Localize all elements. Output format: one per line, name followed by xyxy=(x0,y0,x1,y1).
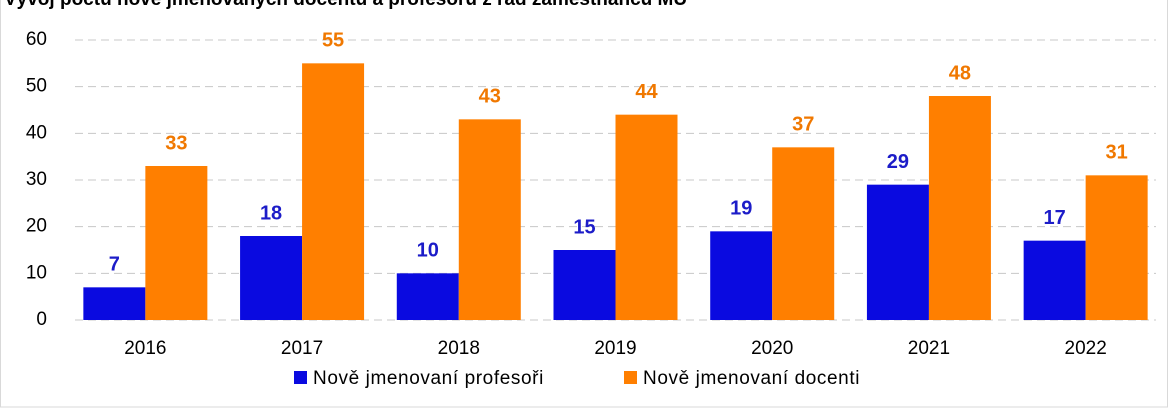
bar xyxy=(1085,175,1148,320)
value-label: 44 xyxy=(635,81,658,103)
bar xyxy=(458,119,521,320)
legend-swatch xyxy=(294,371,307,384)
value-label: 18 xyxy=(260,202,282,224)
x-tick-label: 2016 xyxy=(124,338,166,359)
value-label: 15 xyxy=(573,216,595,238)
y-tick-label: 60 xyxy=(26,29,47,50)
value-label: 37 xyxy=(792,114,814,136)
value-label: 33 xyxy=(165,132,187,154)
y-tick-label: 50 xyxy=(26,76,47,97)
legend-label: Nově jmenovaní profesoři xyxy=(313,368,544,389)
y-tick-label: 20 xyxy=(26,216,47,237)
bar xyxy=(710,231,773,320)
bar xyxy=(302,63,365,320)
bar xyxy=(145,166,208,320)
value-label: 29 xyxy=(887,151,909,173)
bar xyxy=(615,114,678,321)
x-tick-label: 2018 xyxy=(438,338,480,359)
y-tick-label: 40 xyxy=(26,122,47,143)
value-label: 19 xyxy=(730,198,752,220)
bar xyxy=(772,147,835,320)
legend-swatch xyxy=(624,371,637,384)
bar xyxy=(1023,240,1086,320)
bar xyxy=(553,250,616,320)
value-label: 43 xyxy=(479,86,501,108)
x-tick-label: 2020 xyxy=(751,338,793,359)
legend-label: Nově jmenovaní docenti xyxy=(643,368,860,389)
bar xyxy=(240,236,303,320)
value-label: 31 xyxy=(1106,142,1128,164)
value-label: 7 xyxy=(109,254,120,276)
chart-title: Vývoj počtu nově jmenovaných docentů a p… xyxy=(4,0,687,10)
bar xyxy=(928,96,991,320)
bar xyxy=(83,287,146,320)
value-label: 55 xyxy=(322,30,344,52)
x-tick-label: 2022 xyxy=(1065,338,1107,359)
x-tick-label: 2017 xyxy=(281,338,323,359)
value-label: 17 xyxy=(1044,207,1066,229)
y-tick-label: 0 xyxy=(36,309,47,330)
x-tick-label: 2021 xyxy=(908,338,950,359)
bar xyxy=(396,273,459,320)
y-tick-label: 30 xyxy=(26,169,47,190)
x-tick-label: 2019 xyxy=(594,338,636,359)
y-tick-label: 10 xyxy=(26,262,47,283)
bar xyxy=(866,184,929,320)
value-label: 48 xyxy=(949,62,971,84)
value-label: 10 xyxy=(417,240,439,262)
